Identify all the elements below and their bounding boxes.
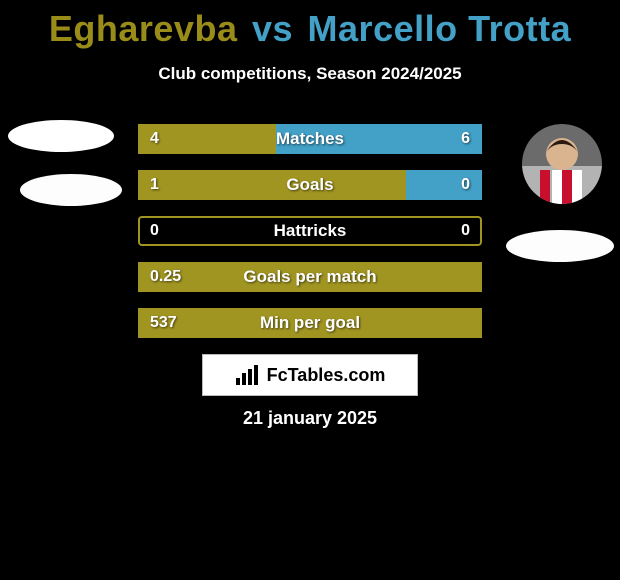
flag-ellipse-right [506, 230, 614, 262]
date-text: 21 january 2025 [0, 408, 620, 429]
player2-name: Marcello Trotta [308, 8, 572, 49]
avatar-placeholder-icon [522, 124, 602, 204]
stat-bar: 537Min per goal [138, 308, 482, 338]
stat-bar-left-segment [138, 170, 406, 200]
stat-bar: 0.25Goals per match [138, 262, 482, 292]
subtitle: Club competitions, Season 2024/2025 [0, 64, 620, 84]
player1-name: Egharevba [49, 8, 238, 49]
stat-bars: 46Matches 10Goals 00Hattricks 0.25Goals per… [138, 124, 482, 354]
brand-text: FcTables.com [267, 365, 386, 386]
stat-bar-track [138, 216, 482, 246]
stat-bar-left-segment [138, 262, 482, 292]
comparison-title: Egharevba vs Marcello Trotta [0, 0, 620, 50]
brand-box: FcTables.com [202, 354, 418, 396]
stat-bar-right-segment [276, 124, 482, 154]
stat-bar-right-segment [406, 170, 482, 200]
stat-bar: 46Matches [138, 124, 482, 154]
stat-bar: 00Hattricks [138, 216, 482, 246]
vs-label: vs [248, 8, 297, 49]
player2-avatar [522, 124, 602, 204]
stat-bar-left-segment [138, 308, 482, 338]
stat-bar: 10Goals [138, 170, 482, 200]
stat-bar-left-segment [138, 124, 276, 154]
flag-ellipse-left-1 [8, 120, 114, 152]
bars-icon [235, 364, 261, 386]
flag-ellipse-left-2 [20, 174, 122, 206]
